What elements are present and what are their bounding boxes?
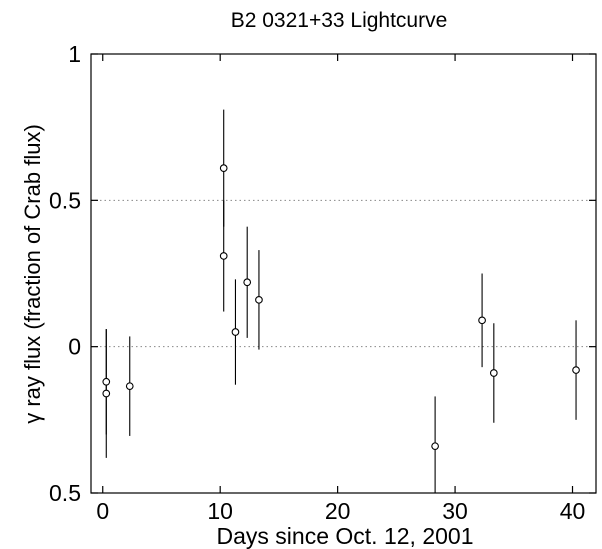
tick-labels: 0.500.510 10 20 30 40 [49,41,585,524]
y-tick-label: 1 [68,41,81,67]
data-point [255,295,263,304]
chart-title: B2 0321+33 Lightcurve [231,9,448,32]
x-axis-label: Days since Oct. 12, 2001 [217,523,474,549]
data-point [431,442,439,451]
y-tick-label: 0.5 [49,480,81,506]
x-tick-label: 30 [442,498,468,524]
data-point [102,389,111,398]
data-point [243,278,252,287]
data-point [478,316,486,325]
data-point [102,377,111,386]
x-tick-label: 40 [560,498,586,524]
data-points [102,164,580,451]
x-tick-label: 0 [96,498,109,524]
data-point [572,366,580,374]
data-point [219,252,228,260]
y-tick-label: 0.5 [49,187,81,213]
data-point [219,164,228,172]
x-tick-label: 10 [207,498,233,524]
plot-frame [90,53,597,494]
x-tick-label: 20 [325,498,351,524]
y-tick-label: 0 [68,334,81,360]
data-point [125,382,134,391]
data-point [489,369,498,377]
y-axis-label: γ ray flux (fraction of Crab flux) [20,124,45,424]
data-point [231,328,240,336]
